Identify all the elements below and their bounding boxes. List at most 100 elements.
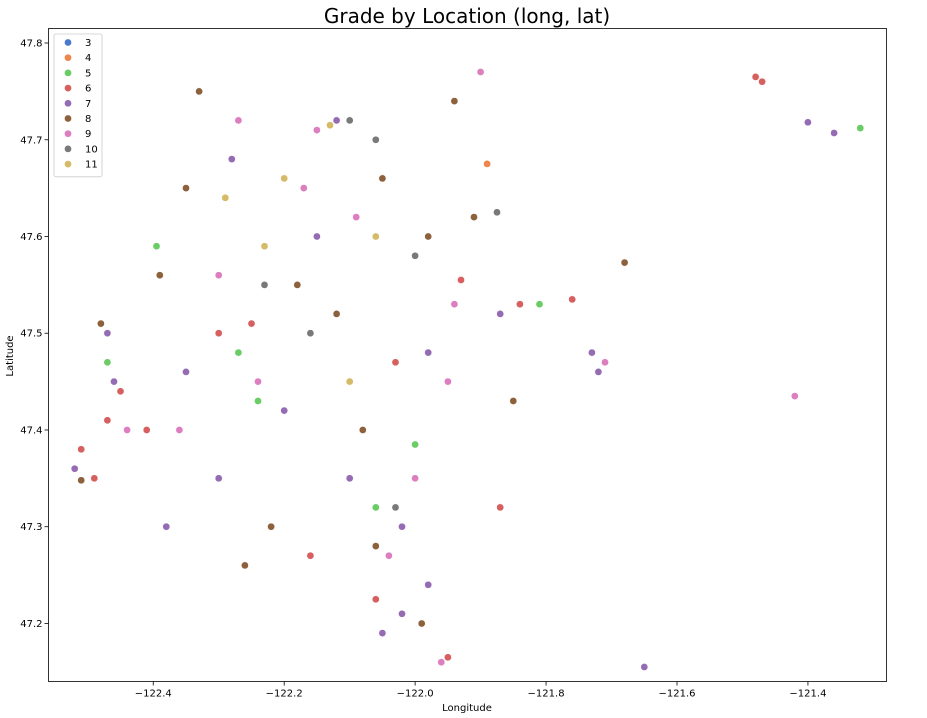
data-point [391, 358, 400, 367]
data-point [110, 377, 118, 386]
data-point [77, 476, 86, 485]
data-point [97, 319, 105, 328]
x-tick-label: −122.4 [135, 689, 172, 700]
data-point [70, 464, 79, 473]
data-point [306, 551, 315, 560]
data-point [155, 271, 164, 280]
legend-marker [64, 129, 72, 138]
data-point [313, 232, 321, 241]
y-tick-label: 47.2 [20, 619, 42, 630]
legend-label: 6 [85, 84, 91, 95]
data-point [345, 377, 354, 386]
data-point [182, 184, 190, 192]
data-point [234, 348, 243, 357]
data-point [444, 653, 452, 662]
data-point [398, 609, 406, 618]
legend-label: 7 [85, 99, 91, 110]
data-point [588, 348, 596, 357]
data-point [417, 619, 426, 628]
plot-frame [48, 28, 887, 682]
data-point [457, 276, 465, 284]
data-point [299, 184, 308, 192]
data-point [751, 73, 760, 81]
legend-label: 4 [85, 53, 91, 64]
legend-label: 11 [85, 160, 98, 171]
data-point [332, 116, 341, 125]
data-point [77, 445, 86, 454]
y-axis-label: Latitude [5, 335, 16, 376]
chart-title: Grade by Location (long, lat) [324, 4, 610, 28]
legend-marker [64, 114, 72, 123]
data-point [214, 271, 223, 280]
data-point [594, 368, 603, 376]
data-point [214, 474, 223, 483]
data-point [411, 474, 419, 483]
data-point [247, 319, 256, 328]
data-point [444, 377, 452, 386]
y-tick-label: 47.4 [20, 425, 42, 436]
data-point [326, 121, 334, 130]
data-point [371, 542, 380, 550]
data-point [385, 551, 393, 560]
data-point [345, 116, 354, 125]
legend-marker [64, 99, 72, 108]
x-tick-label: −122.0 [397, 689, 434, 700]
x-axis: −122.4 −122.2 −122.0 −121.8 −121.6 −121.4 [135, 681, 826, 700]
points-layer [70, 68, 865, 671]
x-axis-label: Longitude [442, 703, 492, 714]
data-point [758, 77, 766, 86]
data-point [830, 129, 838, 137]
y-tick-label: 47.3 [20, 522, 42, 533]
data-point [175, 426, 184, 434]
data-point [371, 232, 380, 241]
data-point [345, 474, 354, 483]
data-point [496, 310, 505, 318]
data-point [391, 503, 400, 512]
data-point [601, 358, 609, 367]
data-point [123, 426, 131, 434]
data-point [450, 300, 459, 309]
data-point [142, 426, 151, 434]
data-point [378, 629, 387, 637]
legend-label: 8 [85, 114, 91, 125]
x-tick-label: −121.8 [528, 689, 565, 700]
data-point [352, 213, 361, 221]
legend-marker [64, 160, 72, 168]
x-tick-label: −122.2 [266, 689, 303, 700]
y-axis: 47.2 47.3 47.4 47.5 47.6 47.7 47.8 [20, 39, 49, 630]
data-point [424, 580, 433, 589]
data-point [103, 416, 112, 425]
data-point [371, 503, 380, 512]
data-point [450, 97, 459, 105]
data-point [260, 281, 269, 289]
x-tick-label: −121.4 [789, 689, 826, 700]
data-point [424, 232, 433, 241]
data-point [804, 118, 812, 127]
data-point [182, 368, 190, 376]
x-tick-label: −121.6 [658, 689, 695, 700]
data-point [424, 348, 433, 357]
y-tick-label: 47.5 [20, 329, 42, 340]
y-tick-label: 47.8 [20, 39, 42, 50]
data-point [241, 561, 249, 570]
legend-label: 9 [85, 129, 91, 140]
legend-label: 10 [85, 144, 98, 155]
legend-marker [64, 84, 72, 92]
data-point [162, 522, 171, 531]
legend-label: 5 [85, 68, 91, 79]
data-point [313, 126, 321, 134]
data-point [568, 295, 577, 304]
data-point [790, 392, 799, 400]
data-point [221, 193, 230, 202]
data-point [378, 174, 387, 183]
data-point [640, 663, 649, 671]
data-point [620, 258, 629, 267]
data-point [103, 358, 112, 367]
data-point [411, 251, 419, 260]
data-point [398, 522, 406, 531]
data-point [371, 595, 380, 604]
data-point [234, 116, 243, 125]
data-point [227, 155, 236, 163]
data-point [437, 658, 446, 667]
